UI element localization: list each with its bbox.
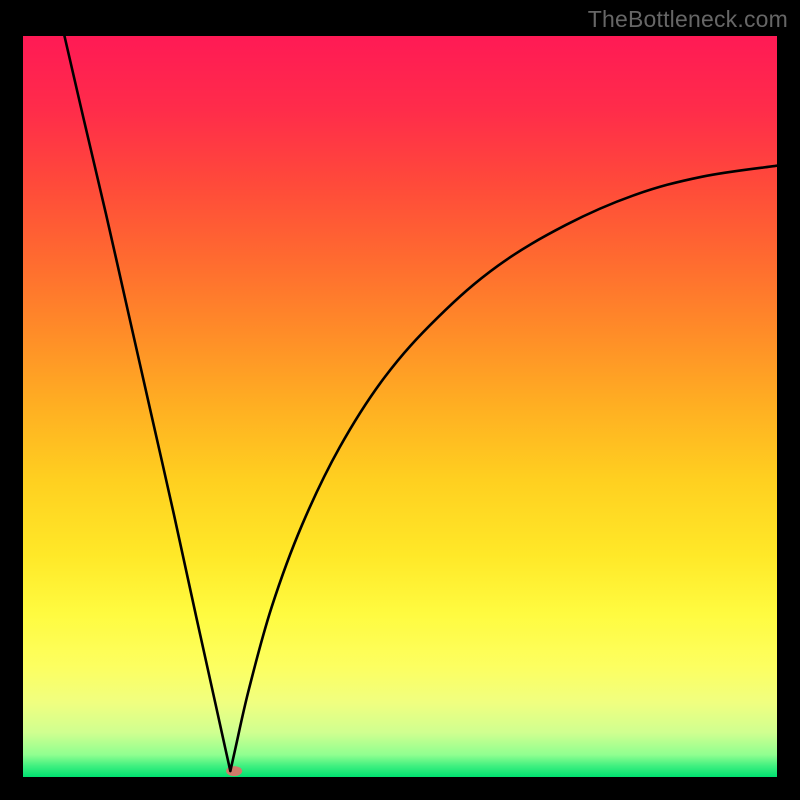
plot-area xyxy=(23,36,777,777)
plot-background-gradient xyxy=(23,36,777,777)
bottleneck-chart xyxy=(0,0,800,800)
stage: TheBottleneck.com xyxy=(0,0,800,800)
watermark-text: TheBottleneck.com xyxy=(588,6,788,33)
